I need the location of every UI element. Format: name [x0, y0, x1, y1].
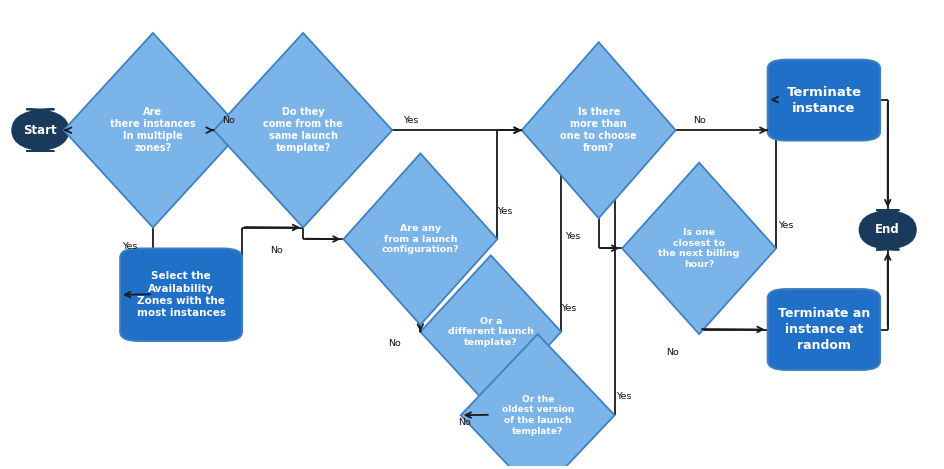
- Polygon shape: [622, 163, 776, 334]
- Polygon shape: [420, 255, 561, 408]
- Text: Or a
different launch
template?: Or a different launch template?: [447, 317, 533, 347]
- FancyBboxPatch shape: [767, 289, 880, 370]
- Polygon shape: [64, 33, 242, 227]
- Polygon shape: [344, 153, 497, 325]
- Text: No: No: [388, 339, 400, 348]
- Text: End: End: [875, 223, 901, 236]
- Text: No: No: [666, 348, 679, 357]
- Text: Is there
more than
one to choose
from?: Is there more than one to choose from?: [561, 107, 637, 153]
- Text: Select the
Availability
Zones with the
most instances: Select the Availability Zones with the m…: [137, 271, 226, 318]
- Text: Yes: Yes: [122, 242, 137, 250]
- FancyBboxPatch shape: [860, 210, 916, 250]
- FancyBboxPatch shape: [12, 109, 69, 151]
- Text: Or the
oldest version
of the launch
template?: Or the oldest version of the launch temp…: [501, 394, 574, 436]
- Polygon shape: [461, 334, 615, 469]
- Text: Start: Start: [24, 124, 58, 137]
- Polygon shape: [214, 33, 393, 227]
- Polygon shape: [522, 42, 676, 218]
- Text: Are
there instances
In multiple
zones?: Are there instances In multiple zones?: [110, 107, 195, 153]
- Text: Yes: Yes: [616, 392, 632, 401]
- Text: Yes: Yes: [778, 221, 793, 230]
- Text: Do they
come from the
same launch
template?: Do they come from the same launch templa…: [263, 107, 343, 153]
- Text: Terminate
instance: Terminate instance: [786, 86, 862, 114]
- Text: No: No: [458, 418, 471, 427]
- FancyBboxPatch shape: [767, 60, 880, 141]
- Text: Yes: Yes: [561, 304, 577, 313]
- FancyBboxPatch shape: [120, 249, 242, 341]
- Text: No: No: [693, 115, 705, 125]
- Text: Yes: Yes: [565, 232, 581, 242]
- Text: No: No: [222, 115, 234, 125]
- Text: Are any
from a launch
configuration?: Are any from a launch configuration?: [381, 224, 459, 254]
- Text: Terminate an
instance at
random: Terminate an instance at random: [778, 307, 870, 352]
- Text: Is one
closest to
the next billing
hour?: Is one closest to the next billing hour?: [658, 228, 740, 269]
- Text: Yes: Yes: [403, 115, 419, 125]
- Text: No: No: [270, 246, 283, 255]
- Text: Yes: Yes: [497, 207, 513, 216]
